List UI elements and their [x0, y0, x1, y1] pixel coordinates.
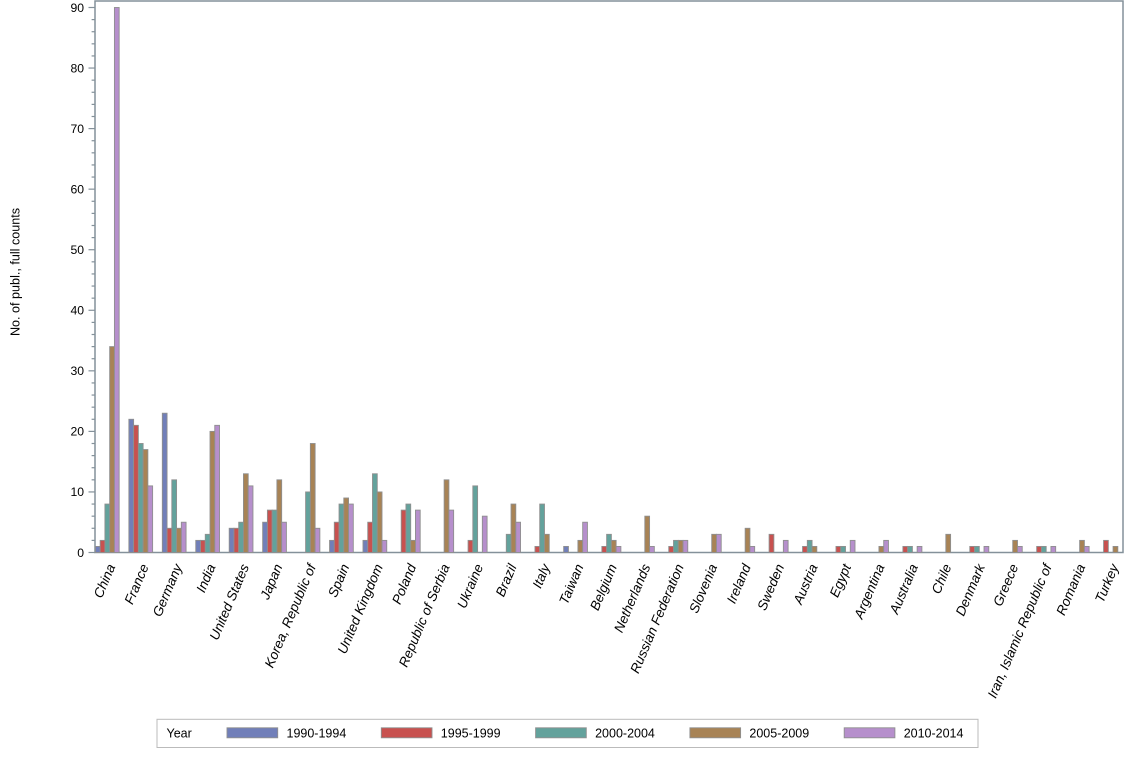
svg-text:20: 20 — [70, 425, 84, 439]
svg-text:0: 0 — [77, 546, 84, 560]
svg-text:50: 50 — [70, 243, 84, 257]
svg-text:1990-1994: 1990-1994 — [287, 727, 347, 741]
svg-text:10: 10 — [70, 485, 84, 499]
svg-text:30: 30 — [70, 364, 84, 378]
svg-text:Year: Year — [167, 727, 192, 741]
svg-text:1995-1999: 1995-1999 — [441, 727, 501, 741]
svg-text:No. of publ., full counts: No. of publ., full counts — [9, 208, 23, 336]
svg-text:2005-2009: 2005-2009 — [749, 727, 809, 741]
svg-text:2010-2014: 2010-2014 — [904, 727, 964, 741]
svg-text:80: 80 — [70, 61, 84, 75]
svg-text:2000-2004: 2000-2004 — [595, 727, 655, 741]
svg-text:40: 40 — [70, 304, 84, 318]
svg-text:70: 70 — [70, 122, 84, 136]
svg-text:60: 60 — [70, 182, 84, 196]
svg-text:90: 90 — [70, 1, 84, 15]
